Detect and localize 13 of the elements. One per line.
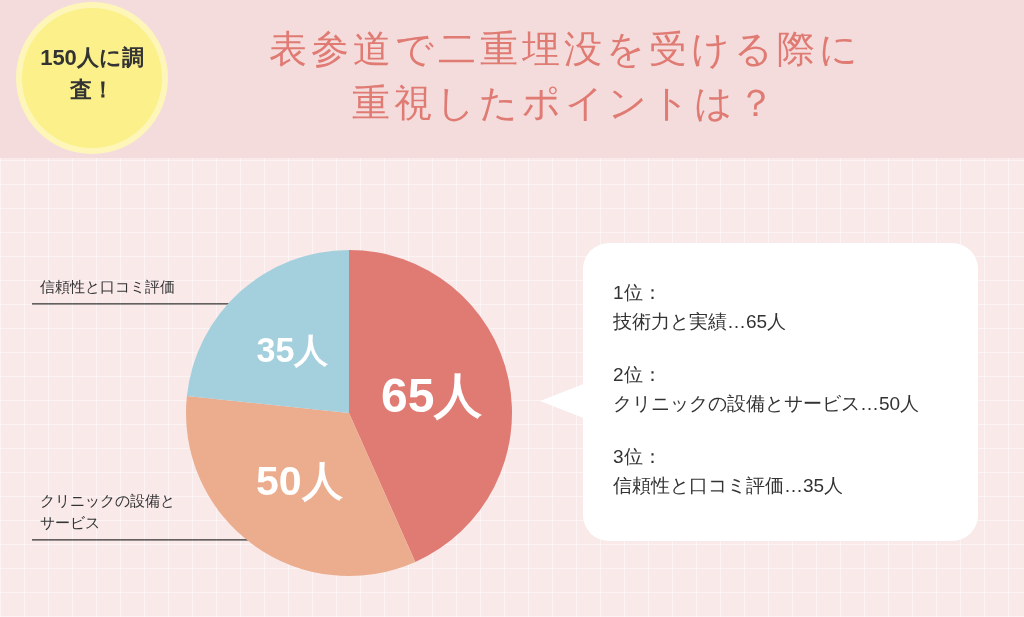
data-label: 35人 <box>256 331 330 370</box>
text: 2位： <box>613 363 663 387</box>
text: 3位： <box>613 445 663 469</box>
text: クリニックの設備とサービス…50人 <box>613 392 921 416</box>
text: 信頼性と口コミ評価…35人 <box>613 474 845 498</box>
text: 1位： <box>613 281 663 305</box>
chart-title: 表参道で二重埋没を受ける際に重視したポイントは？ <box>267 27 863 126</box>
data-label: 65人 <box>380 368 483 422</box>
slice-label: 信頼性と口コミ評価 <box>40 278 175 296</box>
text: 技術力と実績…65人 <box>613 310 788 334</box>
chart-subtitle: 150人に調査！ <box>40 44 144 104</box>
slice-label: クリニックの設備とサービス <box>40 492 175 532</box>
data-label: 50人 <box>255 458 343 505</box>
